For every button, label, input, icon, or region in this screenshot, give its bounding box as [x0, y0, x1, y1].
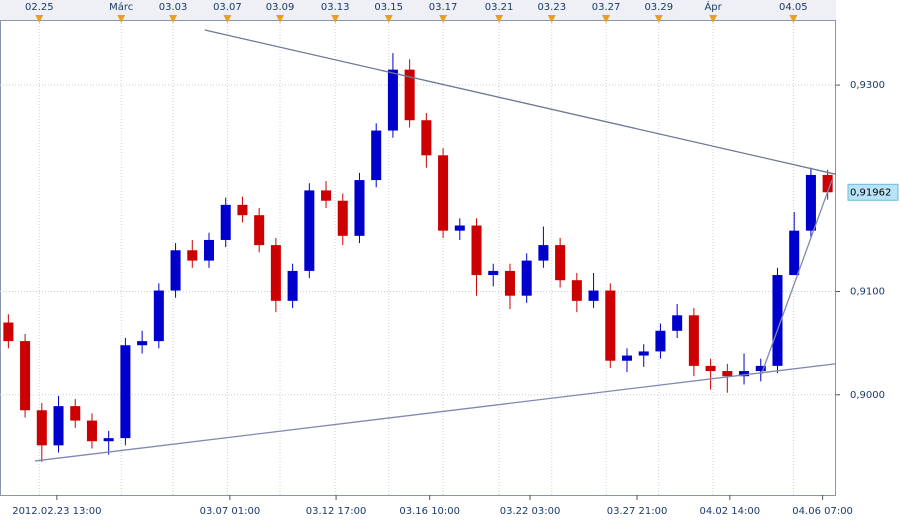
candle-body: [471, 225, 482, 276]
x-tick-label: 03.27 21:00: [607, 506, 668, 517]
x-tick-label: 04.06 07:00: [792, 506, 853, 517]
top-tick-marker: [547, 15, 556, 23]
candle-body: [254, 215, 265, 246]
candle-body: [304, 190, 315, 271]
candle-body: [354, 180, 365, 236]
candle-body: [3, 322, 14, 342]
top-tick-marker: [169, 15, 178, 23]
trendline: [35, 363, 837, 462]
top-tick-marker: [331, 15, 340, 23]
candle-body: [672, 315, 683, 331]
candle-body: [321, 190, 332, 201]
top-strip: [0, 0, 836, 20]
top-tick-label: 03.07: [213, 2, 242, 13]
trendline: [204, 29, 837, 175]
candle-body: [789, 230, 800, 276]
top-tick-marker: [709, 15, 718, 23]
top-tick-label: 03.17: [429, 2, 458, 13]
last-price-box: [847, 183, 899, 201]
x-tick-label: 03.22 03:00: [500, 506, 561, 517]
top-tick-marker: [602, 15, 611, 23]
x-tick-label: 03.07 01:00: [200, 506, 261, 517]
candle-body: [120, 345, 131, 439]
candle-body: [337, 200, 348, 236]
candle-body: [170, 250, 181, 291]
top-tick-label: 04.05: [779, 2, 808, 13]
candle-body: [705, 365, 716, 372]
candle-body: [488, 270, 499, 276]
candle-body: [203, 239, 215, 261]
top-tick-marker: [789, 15, 798, 23]
top-tick-marker: [35, 15, 44, 23]
candle-body: [571, 280, 582, 301]
top-tick-label: 03.15: [374, 2, 403, 13]
top-tick-label: 03.23: [537, 2, 566, 13]
candle-body: [237, 204, 248, 216]
candle-body: [371, 130, 382, 181]
top-tick-marker: [439, 15, 448, 23]
candle-body: [53, 406, 64, 446]
top-tick-label: 03.29: [644, 2, 673, 13]
top-tick-marker: [495, 15, 504, 23]
candle-body: [504, 270, 515, 296]
candle-body: [70, 406, 81, 421]
candle-body: [86, 420, 97, 442]
candle-body: [755, 365, 766, 372]
candle-body: [521, 260, 532, 296]
candle-body: [638, 351, 649, 356]
top-tick-marker: [654, 15, 663, 23]
candle-body: [555, 245, 566, 281]
candle-body: [220, 204, 231, 240]
trendline: [760, 180, 833, 374]
top-tick-label: 03.27: [592, 2, 621, 13]
candle-body: [103, 438, 114, 442]
candle-body: [438, 155, 449, 231]
candle-body: [588, 290, 599, 301]
candle-body: [688, 315, 699, 366]
candle-body: [621, 355, 633, 361]
top-tick-label: 03.03: [159, 2, 188, 13]
candle-body: [404, 69, 415, 121]
candle-body: [538, 245, 549, 261]
candle-body: [822, 174, 833, 193]
y-tick-label: 0,9100: [850, 287, 885, 298]
candle-body: [287, 270, 298, 301]
y-tick-label: 0,9000: [850, 390, 885, 401]
x-tick-label: 2012.02.23 13:00: [12, 506, 101, 517]
candle-body: [187, 250, 198, 261]
top-tick-label: Ápr: [704, 0, 722, 13]
top-tick-label: 02.25: [25, 2, 54, 13]
x-tick-label: 04.02 14:00: [700, 506, 761, 517]
candle-body: [605, 290, 616, 361]
top-tick-marker: [276, 15, 285, 23]
candle-body: [36, 410, 47, 446]
candle-body: [805, 174, 816, 231]
candle-body: [739, 371, 750, 377]
candle-body: [270, 245, 281, 301]
candle-body: [655, 330, 666, 352]
x-tick-label: 03.16 10:00: [399, 506, 460, 517]
candle-body: [153, 290, 164, 342]
candle-body: [772, 275, 783, 366]
top-tick-label: Márc: [109, 1, 133, 13]
plot-frame: [0, 20, 836, 496]
x-tick-label: 03.12 17:00: [306, 506, 367, 517]
candle-body: [387, 69, 398, 131]
top-tick-label: 03.09: [266, 2, 295, 13]
candle-body: [137, 341, 148, 346]
candle-body: [454, 225, 465, 231]
top-tick-label: 03.13: [321, 2, 350, 13]
last-price-label: 0,91962: [850, 187, 891, 198]
top-tick-marker: [223, 15, 232, 23]
candle-body: [20, 341, 31, 411]
top-tick-label: 03.21: [485, 2, 514, 13]
candle-body: [722, 371, 733, 377]
candle-body: [421, 120, 432, 156]
top-tick-marker: [384, 15, 393, 23]
top-tick-marker: [117, 15, 126, 23]
y-tick-label: 0,9300: [850, 80, 885, 91]
